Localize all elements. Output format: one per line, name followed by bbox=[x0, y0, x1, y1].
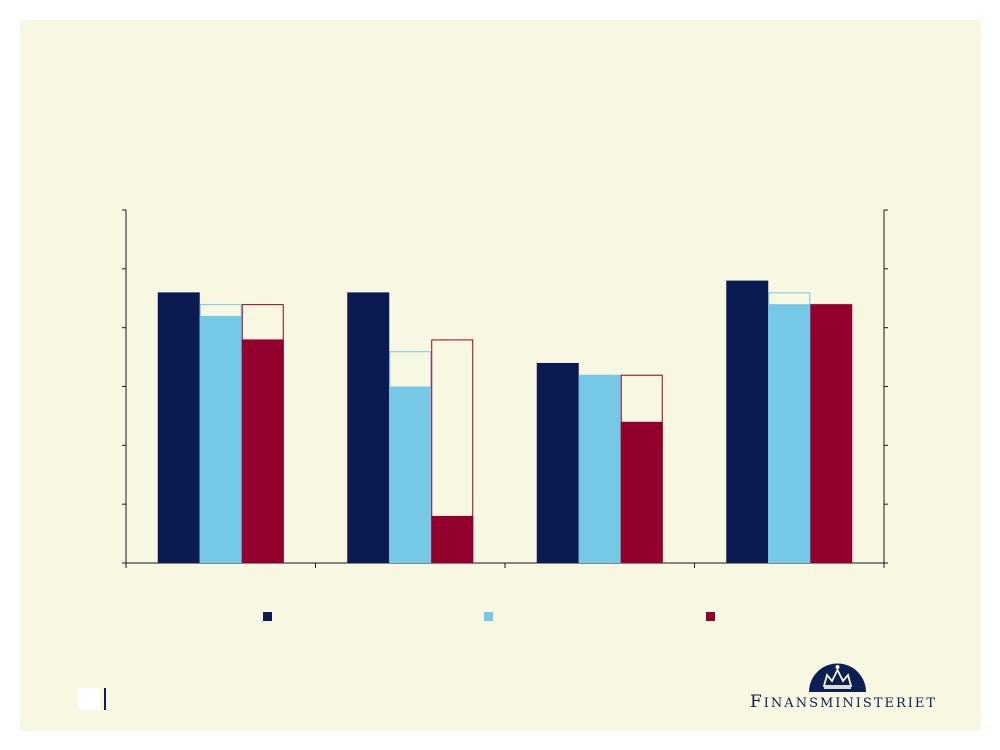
legend-swatch-series-1 bbox=[263, 612, 272, 621]
bar bbox=[199, 315, 242, 563]
bar bbox=[536, 362, 579, 563]
bar bbox=[620, 421, 663, 563]
bar bbox=[726, 280, 769, 563]
slide-background: FINANSMINISTERIET bbox=[20, 20, 981, 731]
logo-rest: INANSMINISTERIET bbox=[763, 696, 938, 711]
bar bbox=[810, 304, 853, 563]
logo-wordmark: FINANSMINISTERIET bbox=[750, 692, 935, 712]
bar bbox=[389, 386, 432, 563]
page-number-divider bbox=[104, 688, 106, 710]
bar bbox=[347, 292, 390, 563]
bar bbox=[431, 515, 474, 563]
finansministeriet-logo: FINANSMINISTERIET bbox=[750, 650, 935, 712]
legend-swatch-series-2 bbox=[484, 612, 493, 621]
bar bbox=[241, 339, 284, 563]
logo-initial: F bbox=[750, 692, 764, 712]
legend-swatch-series-3 bbox=[706, 612, 715, 621]
bar bbox=[578, 374, 621, 563]
bar bbox=[157, 292, 200, 563]
bar-chart bbox=[122, 209, 888, 568]
page-number-box bbox=[78, 688, 100, 710]
crown-icon bbox=[809, 663, 866, 692]
bar bbox=[768, 304, 811, 563]
